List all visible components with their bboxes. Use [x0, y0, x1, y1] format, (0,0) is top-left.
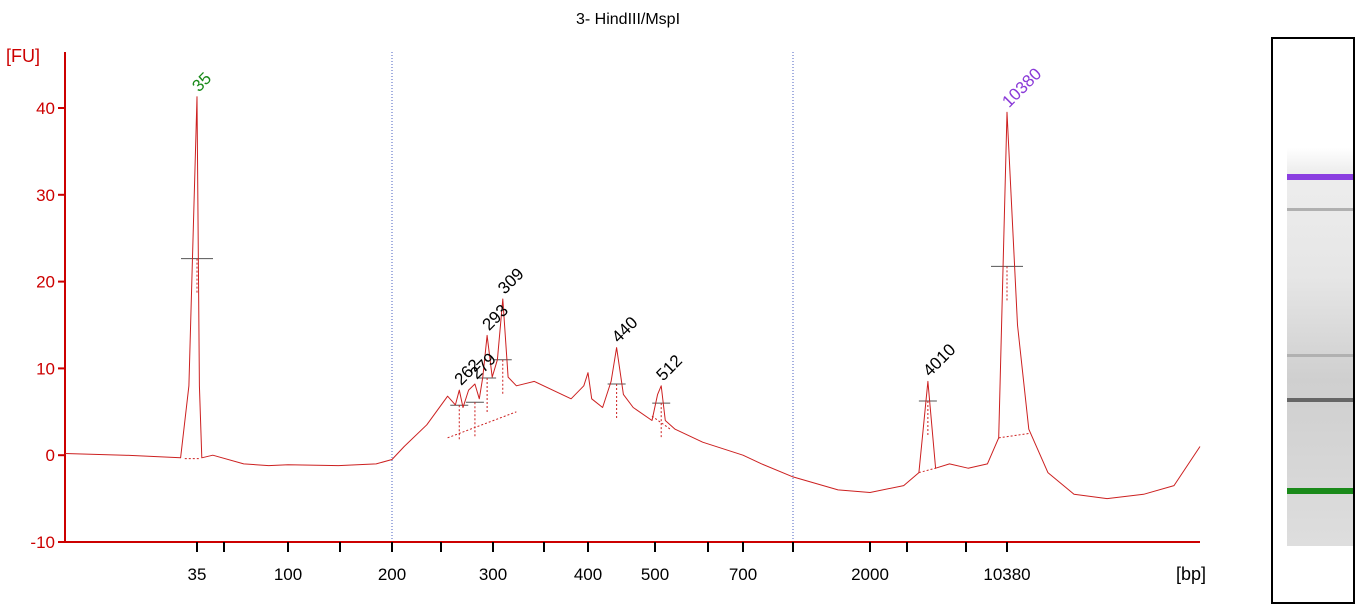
x-tick-label: 400 [574, 565, 602, 584]
y-tick-label: -10 [30, 533, 55, 552]
gel-smear [1287, 131, 1353, 546]
x-tick-label: 2000 [851, 565, 889, 584]
peak-label: 10380 [998, 64, 1045, 111]
gel-band [1287, 354, 1353, 358]
x-tick-label: 700 [729, 565, 757, 584]
trace-line-0 [64, 96, 1201, 500]
gel-band [1287, 488, 1353, 495]
gel-band [1287, 174, 1353, 181]
peak-label: 35 [188, 69, 215, 96]
y-tick-label: 0 [46, 446, 55, 465]
electropherogram-chart: 3- HindIII/MspI [FU] [bp] -10 0 10 20 30 40 35… [6, 11, 1206, 584]
y-axis-label: [FU] [6, 46, 40, 66]
peak-baseline [998, 433, 1029, 439]
gel-lane [1271, 37, 1355, 604]
x-tick-label: 35 [188, 565, 207, 584]
region-divider-lines [391, 52, 794, 542]
peak-baselines [181, 258, 1029, 474]
y-tick-label: 20 [36, 273, 55, 292]
trace-group [64, 96, 1201, 500]
peak-baseline [447, 411, 517, 439]
peak-label: 512 [653, 351, 686, 384]
chart-axes: -10 0 10 20 30 40 35 100 200 300 400 500 700 2000 1038… [30, 52, 1200, 584]
y-tick-label: 40 [36, 99, 55, 118]
x-tick-label: 300 [479, 565, 507, 584]
peak-label: 440 [608, 313, 641, 346]
x-tick-label: 200 [378, 565, 406, 584]
gel-band [1287, 398, 1353, 403]
y-tick-label: 30 [36, 186, 55, 205]
peak-label: 293 [479, 301, 512, 334]
chart-title: 3- HindIII/MspI [576, 11, 680, 28]
x-axis-label: [bp] [1176, 564, 1206, 584]
x-tick-label: 10380 [983, 565, 1030, 584]
gel-band [1287, 208, 1353, 212]
peak-label: 309 [494, 264, 527, 297]
x-tick-label: 500 [641, 565, 669, 584]
y-tick-label: 10 [36, 359, 55, 378]
x-tick-label: 100 [274, 565, 302, 584]
peak-baseline [918, 467, 936, 474]
peak-label: 4010 [919, 340, 959, 380]
